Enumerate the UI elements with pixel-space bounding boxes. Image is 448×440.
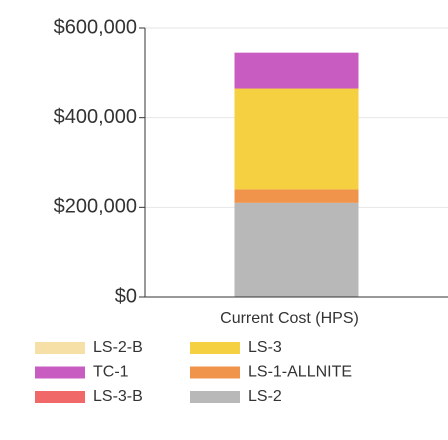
legend-swatch xyxy=(35,366,85,379)
bar-segment xyxy=(234,88,359,190)
legend-label: LS-2-B xyxy=(93,339,143,356)
legend-swatch xyxy=(190,391,240,403)
bar-segment xyxy=(234,202,359,297)
legend-swatch xyxy=(190,342,240,354)
legend-swatch xyxy=(35,342,85,354)
y-tick-label: $600,000 xyxy=(54,16,137,38)
y-tick-label: $0 xyxy=(115,285,137,307)
legend-label: LS-1-ALLNITE xyxy=(248,364,352,381)
legend-swatch xyxy=(35,391,85,403)
x-tick-label: Current Cost (HPS) xyxy=(220,310,359,327)
legend-label: LS-3-B xyxy=(93,388,143,405)
legend-swatch xyxy=(190,366,240,379)
legend-label: TC-1 xyxy=(93,364,129,381)
legend-label: LS-3 xyxy=(248,339,282,356)
y-tick-label: $200,000 xyxy=(54,196,137,218)
y-tick-label: $400,000 xyxy=(54,106,137,128)
bar-segment xyxy=(234,189,359,203)
legend-label: LS-2 xyxy=(248,388,282,405)
bar-segment xyxy=(234,52,359,89)
